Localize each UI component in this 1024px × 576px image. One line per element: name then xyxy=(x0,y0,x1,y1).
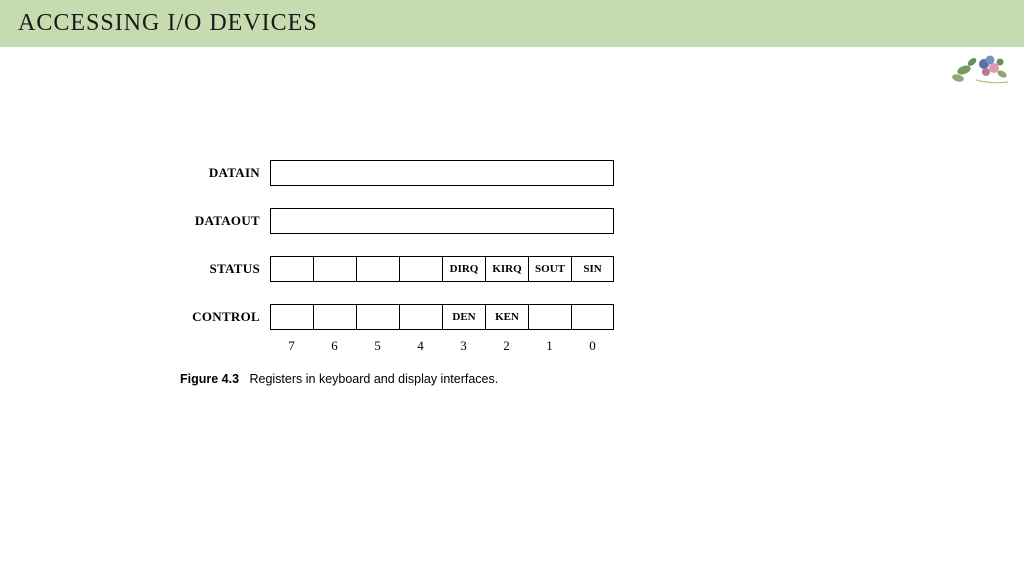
register-label: DATAIN xyxy=(180,165,270,181)
floral-decoration xyxy=(946,48,1016,92)
register-bit-cell xyxy=(270,256,313,282)
bit-number: 2 xyxy=(485,338,528,354)
register-bit-cell xyxy=(313,304,356,330)
register-bit-cell: KIRQ xyxy=(485,256,528,282)
figure-label: Figure 4.3 xyxy=(180,372,239,386)
register-bit-cell xyxy=(313,256,356,282)
register-row-datain: DATAIN xyxy=(180,160,700,186)
register-label: CONTROL xyxy=(180,309,270,325)
register-bit-cell xyxy=(356,304,399,330)
figure-caption: Figure 4.3 Registers in keyboard and dis… xyxy=(180,372,700,386)
register-label: DATAOUT xyxy=(180,213,270,229)
bit-number: 3 xyxy=(442,338,485,354)
bit-number: 7 xyxy=(270,338,313,354)
register-bit-cell xyxy=(571,304,614,330)
bit-number: 5 xyxy=(356,338,399,354)
register-bit-cell xyxy=(528,304,571,330)
slide-header: ACCESSING I/O DEVICES xyxy=(0,0,1024,47)
register-bit-cell: DIRQ xyxy=(442,256,485,282)
register-row-control: CONTROLDENKEN xyxy=(180,304,700,330)
register-cells: DENKEN xyxy=(270,304,614,330)
bit-number: 4 xyxy=(399,338,442,354)
register-label: STATUS xyxy=(180,261,270,277)
register-bit-cell: SOUT xyxy=(528,256,571,282)
register-bit-cell xyxy=(356,256,399,282)
register-row-dataout: DATAOUT xyxy=(180,208,700,234)
figure-caption-text: Registers in keyboard and display interf… xyxy=(249,372,498,386)
register-bit-cell: KEN xyxy=(485,304,528,330)
register-row-status: STATUSDIRQKIRQSOUTSIN xyxy=(180,256,700,282)
slide-title: ACCESSING I/O DEVICES xyxy=(18,10,318,36)
register-bit-cell xyxy=(270,304,313,330)
register-diagram: DATAINDATAOUTSTATUSDIRQKIRQSOUTSINCONTRO… xyxy=(180,160,700,386)
register-bit-cell xyxy=(399,304,442,330)
bit-number: 0 xyxy=(571,338,614,354)
register-cells: DIRQKIRQSOUTSIN xyxy=(270,256,614,282)
bit-number: 1 xyxy=(528,338,571,354)
register-bit-cell: SIN xyxy=(571,256,614,282)
register-box xyxy=(270,160,614,186)
register-bit-cell xyxy=(399,256,442,282)
register-box xyxy=(270,208,614,234)
bit-number: 6 xyxy=(313,338,356,354)
bit-number-row: 76543210 xyxy=(270,338,700,354)
register-bit-cell: DEN xyxy=(442,304,485,330)
